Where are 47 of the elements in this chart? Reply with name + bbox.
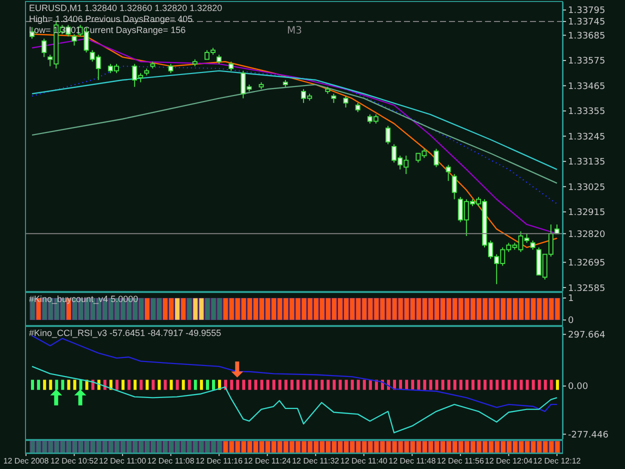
ref-line-label: M3: [287, 26, 302, 37]
x-tick-label: 12 Dec 12:04: [484, 456, 534, 466]
x-tick-label: 12 Dec 11:16: [196, 456, 244, 466]
candlestick: [282, 79, 288, 88]
y-tick-label: 0.00: [568, 382, 588, 392]
y-tick-label: -277.446: [568, 430, 609, 440]
y-tick-label: 1.33575: [568, 56, 606, 67]
candlestick: [72, 34, 77, 46]
candlestick: [343, 96, 348, 108]
y-tick-label: 1.33465: [568, 82, 606, 92]
y-tick-label: 1.32820: [568, 230, 606, 240]
chart-title: #Kino_CCI_RSI_v3 -57.6451 -84.7917 -49.9555: [29, 328, 222, 339]
y-tick-label: 1.33245: [568, 132, 606, 142]
line-series: [31, 366, 558, 434]
candlestick: [150, 61, 156, 70]
x-tick-label: 12 Dec 11:40: [340, 456, 388, 466]
candlestick: [331, 93, 336, 104]
candlestick: [228, 61, 234, 72]
y-tick-label: 0: [568, 316, 574, 326]
line-series: [31, 66, 558, 204]
y-tick-label: 1.33795: [568, 6, 606, 16]
y-tick-label: 1.33025: [568, 182, 606, 193]
y-tick-label: 1.32695: [568, 258, 606, 269]
x-tick-label: 12 Dec 10:52: [50, 456, 99, 466]
y-tick-label: 1.32585: [568, 284, 606, 294]
y-tick-label: 1.33135: [568, 158, 606, 168]
x-tick-label: 12 Dec 12:12: [533, 456, 582, 466]
y-tick-label: 297.664: [568, 330, 606, 341]
line-series: [31, 84, 558, 184]
candlestick: [452, 174, 457, 200]
chart-title: EURUSD,M1 1.32840 1.32860 1.32820 1.32820: [29, 3, 222, 14]
y-tick-label: 1.33355: [568, 107, 606, 118]
y-tick-label: 1: [568, 294, 574, 304]
y-tick-label: 1.33745: [568, 18, 606, 28]
candlestick: [144, 68, 150, 76]
chart-title: #Kino_buycount_v4 5.0000: [29, 294, 138, 305]
line-series: [31, 70, 558, 170]
x-tick-label: 12 Dec 11:48: [388, 456, 436, 466]
candlestick: [42, 38, 47, 58]
x-tick-label: 12 Dec 11:24: [244, 456, 292, 466]
y-tick-label: 1.33685: [568, 31, 606, 42]
x-tick-label: 12 Dec 11:32: [292, 456, 340, 466]
x-tick-label: 12 Dec 11:08: [147, 456, 195, 466]
x-tick-label: 12 Dec 11:00: [99, 456, 147, 466]
x-tick-label: 12 Dec 2008: [3, 456, 50, 466]
y-tick-label: 1.32915: [568, 208, 606, 218]
x-tick-label: 12 Dec 11:56: [436, 456, 484, 466]
